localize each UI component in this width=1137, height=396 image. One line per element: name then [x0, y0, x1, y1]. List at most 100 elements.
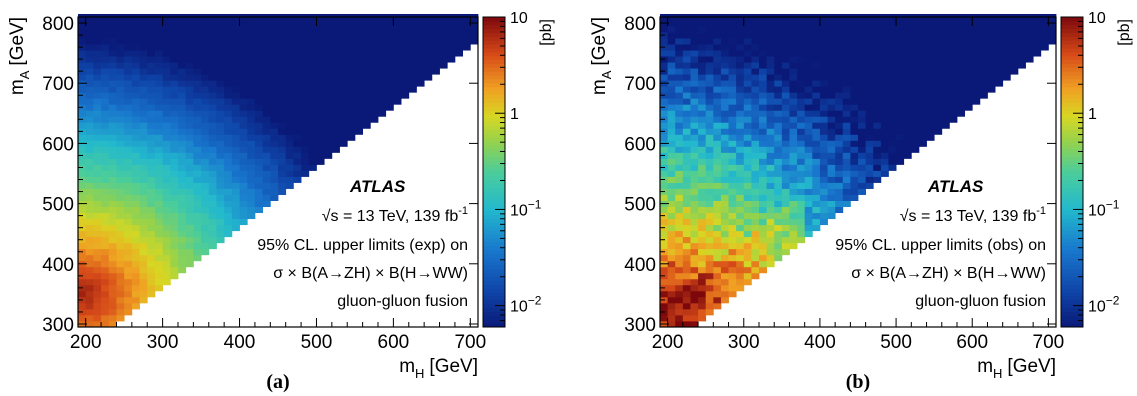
heatmap-cell	[131, 56, 140, 63]
heatmap-cell	[285, 164, 294, 171]
heatmap-cell	[675, 242, 684, 250]
heatmap-cell	[108, 98, 117, 105]
heatmap-cell	[995, 80, 1004, 87]
heatmap-cell	[660, 170, 669, 177]
heatmap-cell	[751, 86, 760, 93]
heatmap-cell	[224, 206, 233, 214]
heatmap-cell	[285, 134, 294, 141]
heatmap-cell	[185, 116, 194, 123]
heatmap-cell	[85, 200, 94, 208]
heatmap-cell	[690, 110, 699, 117]
colorbar-tick-label: 10	[510, 10, 528, 27]
heatmap-cell	[231, 98, 240, 105]
heatmap-cell	[278, 110, 287, 117]
heatmap-cell	[660, 86, 669, 93]
heatmap-cell	[812, 38, 821, 45]
heatmap-cell	[270, 32, 279, 39]
heatmap-cell	[178, 266, 187, 274]
heatmap-cell	[728, 80, 737, 87]
heatmap-cell	[178, 176, 187, 183]
heatmap-cell	[93, 128, 102, 135]
heatmap-cell	[108, 296, 117, 304]
heatmap-cell	[139, 56, 148, 63]
heatmap-cell	[78, 194, 87, 201]
heatmap-cell	[378, 38, 387, 45]
heatmap-cell	[995, 20, 1004, 27]
heatmap-cell	[705, 104, 714, 111]
heatmap-cell	[759, 260, 768, 268]
heatmap-cell	[896, 50, 905, 57]
heatmap-cell	[781, 140, 790, 147]
heatmap-cell	[147, 266, 156, 274]
heatmap-cell	[308, 98, 317, 105]
colorbar-segment	[483, 268, 505, 274]
heatmap-cell	[682, 98, 691, 105]
heatmap-cell	[147, 50, 156, 57]
heatmap-cell	[690, 206, 699, 214]
colorbar-segment	[483, 299, 505, 305]
heatmap-cell	[216, 32, 225, 39]
heatmap-cell	[124, 248, 133, 256]
heatmap-cell	[285, 176, 294, 183]
heatmap-cell	[819, 32, 828, 39]
heatmap-cell	[401, 26, 410, 33]
heatmap-cell	[124, 74, 133, 81]
heatmap-cell	[85, 62, 94, 69]
heatmap-cell	[774, 206, 783, 214]
heatmap-cell	[774, 98, 783, 105]
heatmap-cell	[170, 236, 179, 244]
x-tick-label: 300	[728, 332, 760, 353]
heatmap-cell	[957, 32, 966, 39]
heatmap-cell	[675, 170, 684, 177]
heatmap-cell	[124, 128, 133, 135]
heatmap-cell	[301, 128, 310, 135]
heatmap-cell	[743, 110, 752, 117]
heatmap-cell	[216, 152, 225, 159]
heatmap-cell	[751, 80, 760, 87]
heatmap-cell	[667, 128, 676, 135]
heatmap-cell	[827, 92, 836, 99]
heatmap-cell	[339, 134, 348, 141]
heatmap-cell	[934, 50, 943, 57]
heatmap-cell	[888, 20, 897, 27]
heatmap-cell	[139, 272, 148, 280]
heatmap-cell	[751, 176, 760, 183]
heatmap-cell	[201, 164, 210, 171]
heatmap-cell	[124, 152, 133, 159]
heatmap-cell	[827, 104, 836, 111]
heatmap-cell	[247, 104, 256, 111]
heatmap-cell	[675, 50, 684, 57]
heatmap-cell	[842, 32, 851, 39]
heatmap-cell	[675, 254, 684, 262]
heatmap-cell	[224, 62, 233, 69]
heatmap-cell	[408, 26, 417, 33]
heatmap-cell	[957, 98, 966, 105]
heatmap-cell	[911, 110, 920, 117]
heatmap-cell	[941, 62, 950, 69]
colorbar-segment	[483, 137, 505, 142]
y-axis-label-sub: A	[17, 70, 32, 79]
heatmap-cell	[812, 224, 821, 232]
heatmap-cell	[239, 206, 248, 214]
heatmap-cell	[804, 62, 813, 69]
heatmap-cell	[316, 56, 325, 63]
heatmap-cell	[698, 146, 707, 153]
heatmap-cell	[254, 26, 264, 33]
heatmap-cell	[224, 122, 233, 129]
heatmap-cell	[759, 20, 768, 27]
heatmap-cell	[667, 254, 676, 262]
heatmap-cell	[154, 248, 164, 256]
heatmap-cell	[285, 98, 294, 105]
heatmap-cell	[835, 50, 844, 57]
heatmap-cell	[124, 176, 133, 183]
heatmap-cell	[354, 98, 364, 105]
heatmap-cell	[682, 188, 691, 195]
heatmap-cell	[720, 176, 729, 183]
heatmap-cell	[781, 170, 790, 177]
heatmap-cell	[1048, 38, 1057, 45]
heatmap-cell	[308, 92, 317, 99]
heatmap-cell	[131, 128, 140, 135]
heatmap-cell	[331, 20, 340, 27]
heatmap-cell	[675, 278, 684, 286]
